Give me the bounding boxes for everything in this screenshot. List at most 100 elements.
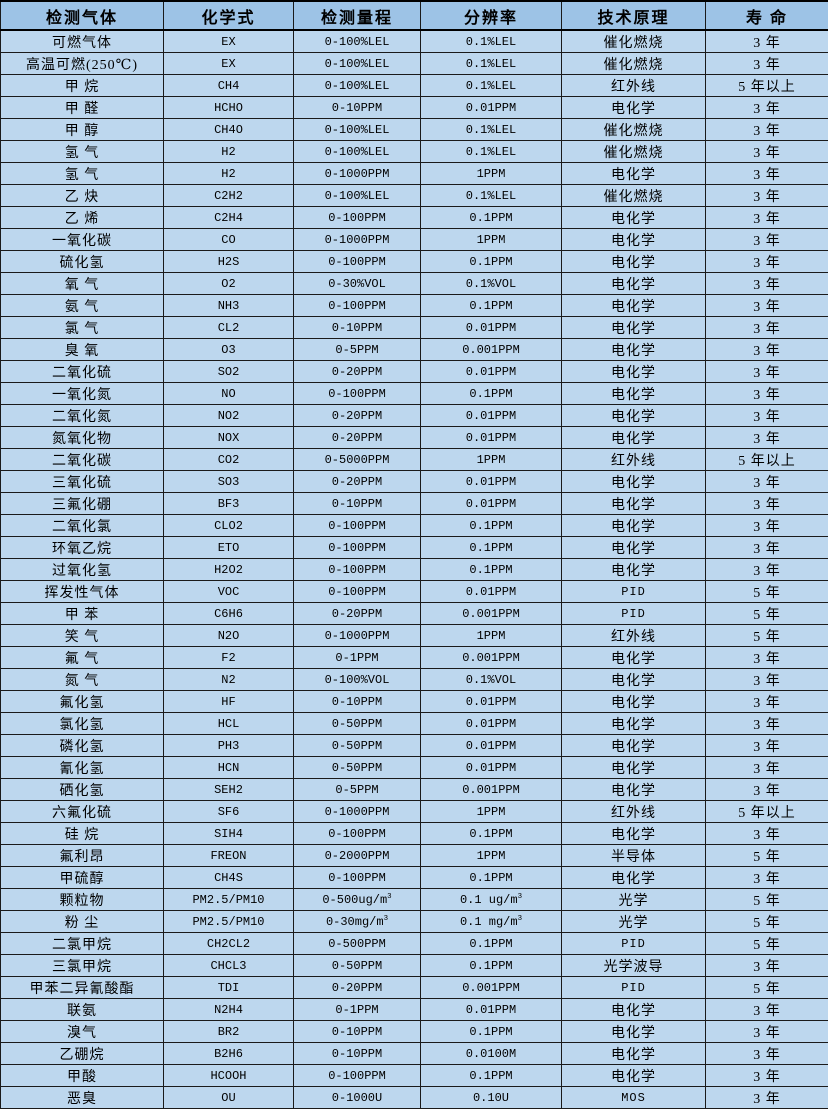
cell-principle: 催化燃烧 <box>562 185 706 207</box>
cell-life: 3 年 <box>706 647 828 669</box>
cell-formula: EX <box>164 53 294 75</box>
cell-life: 3 年 <box>706 1043 828 1065</box>
cell-gas: 氟 气 <box>1 647 164 669</box>
cell-principle: 电化学 <box>562 493 706 515</box>
cell-principle: 电化学 <box>562 669 706 691</box>
cell-life: 3 年 <box>706 471 828 493</box>
cell-principle: 电化学 <box>562 867 706 889</box>
cell-resolution: 0.001PPM <box>421 647 562 669</box>
cell-resolution: 0.0100M <box>421 1043 562 1065</box>
cell-principle: 催化燃烧 <box>562 119 706 141</box>
cell-principle: MOS <box>562 1087 706 1109</box>
cell-formula: H2O2 <box>164 559 294 581</box>
cell-range: 0-20PPM <box>294 361 421 383</box>
cell-life: 3 年 <box>706 163 828 185</box>
cell-principle: 催化燃烧 <box>562 141 706 163</box>
cell-range: 0-100PPM <box>294 251 421 273</box>
cell-formula: C2H2 <box>164 185 294 207</box>
cell-gas: 挥发性气体 <box>1 581 164 603</box>
cell-gas: 氢 气 <box>1 141 164 163</box>
cell-gas: 粉 尘 <box>1 911 164 933</box>
cell-gas: 三氧化硫 <box>1 471 164 493</box>
cell-gas: 乙 烯 <box>1 207 164 229</box>
cell-formula: HCN <box>164 757 294 779</box>
cell-resolution: 0.1%LEL <box>421 185 562 207</box>
cell-resolution: 0.1%LEL <box>421 30 562 53</box>
cell-principle: 电化学 <box>562 427 706 449</box>
cell-life: 3 年 <box>706 735 828 757</box>
cell-principle: 电化学 <box>562 207 706 229</box>
cell-range: 0-100PPM <box>294 515 421 537</box>
cell-formula: CO2 <box>164 449 294 471</box>
cell-resolution: 0.01PPM <box>421 581 562 603</box>
cell-formula: C6H6 <box>164 603 294 625</box>
cell-gas: 溴气 <box>1 1021 164 1043</box>
cell-range: 0-5PPM <box>294 779 421 801</box>
cell-principle: 电化学 <box>562 1065 706 1087</box>
cell-life: 3 年 <box>706 691 828 713</box>
cell-formula: BR2 <box>164 1021 294 1043</box>
cell-range: 0-100%VOL <box>294 669 421 691</box>
cell-resolution: 0.001PPM <box>421 977 562 999</box>
cell-gas: 乙 炔 <box>1 185 164 207</box>
cell-principle: 电化学 <box>562 361 706 383</box>
cell-resolution: 0.1 mg/m3 <box>421 911 562 933</box>
cell-range: 0-10PPM <box>294 1043 421 1065</box>
cell-range: 0-1PPM <box>294 647 421 669</box>
cell-formula: HCL <box>164 713 294 735</box>
cell-life: 5 年以上 <box>706 801 828 823</box>
cell-formula: OU <box>164 1087 294 1109</box>
cell-resolution: 0.01PPM <box>421 427 562 449</box>
cell-life: 3 年 <box>706 1021 828 1043</box>
cell-life: 3 年 <box>706 757 828 779</box>
cell-gas: 联氨 <box>1 999 164 1021</box>
cell-range: 0-1PPM <box>294 999 421 1021</box>
cell-principle: PID <box>562 581 706 603</box>
cell-range: 0-20PPM <box>294 405 421 427</box>
cell-formula: HF <box>164 691 294 713</box>
column-header-life: 寿 命 <box>706 1 828 30</box>
cell-gas: 乙硼烷 <box>1 1043 164 1065</box>
cell-formula: HCOOH <box>164 1065 294 1087</box>
cell-principle: PID <box>562 603 706 625</box>
cell-principle: PID <box>562 977 706 999</box>
cell-range: 0-100PPM <box>294 559 421 581</box>
cell-range: 0-30%VOL <box>294 273 421 295</box>
cell-principle: 电化学 <box>562 647 706 669</box>
cell-range: 0-10PPM <box>294 1021 421 1043</box>
cell-range: 0-100%LEL <box>294 185 421 207</box>
cell-principle: 电化学 <box>562 97 706 119</box>
cell-life: 3 年 <box>706 30 828 53</box>
cell-life: 3 年 <box>706 361 828 383</box>
column-header-range: 检测量程 <box>294 1 421 30</box>
cell-gas: 氢 气 <box>1 163 164 185</box>
cell-resolution: 0.01PPM <box>421 97 562 119</box>
cell-formula: N2 <box>164 669 294 691</box>
cell-range: 0-20PPM <box>294 977 421 999</box>
cell-gas: 硒化氢 <box>1 779 164 801</box>
cell-principle: 电化学 <box>562 295 706 317</box>
cell-formula: CH2CL2 <box>164 933 294 955</box>
cell-formula: BF3 <box>164 493 294 515</box>
cell-gas: 氮 气 <box>1 669 164 691</box>
cell-range: 0-100%LEL <box>294 30 421 53</box>
cell-formula: SO2 <box>164 361 294 383</box>
cell-range: 0-100%LEL <box>294 75 421 97</box>
cell-principle: 电化学 <box>562 471 706 493</box>
cell-range: 0-100PPM <box>294 383 421 405</box>
cell-gas: 可燃气体 <box>1 30 164 53</box>
